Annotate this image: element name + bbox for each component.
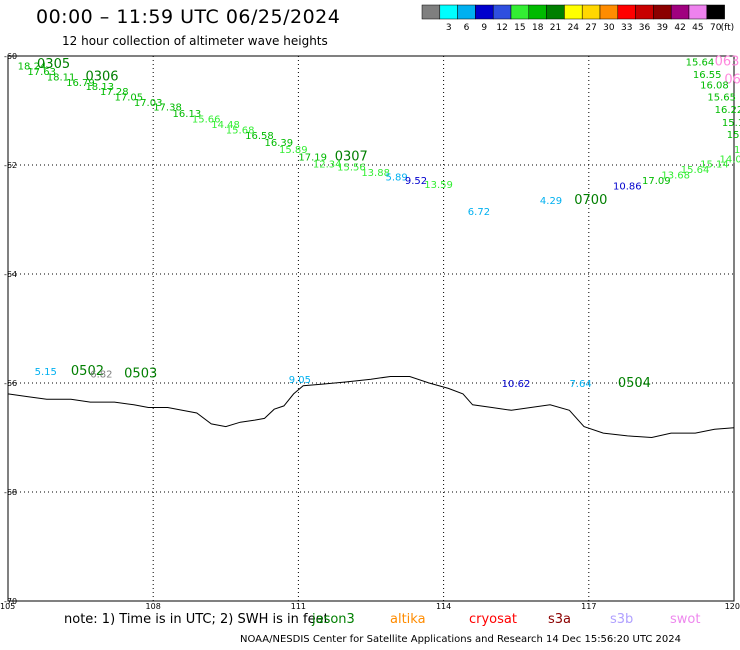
- latitude-label: -68: [4, 488, 17, 497]
- wave-height-label: 17.63: [27, 67, 56, 78]
- legend-tick-label: 36: [639, 23, 651, 33]
- legend-tick-label: 70: [710, 23, 722, 33]
- wave-height-label: 18.11: [47, 73, 76, 84]
- longitude-label: 108: [146, 602, 161, 610]
- legend-tick-label: 33: [621, 23, 632, 33]
- legend-tick-label: 39: [657, 23, 669, 33]
- wave-height-label: 14: [734, 145, 740, 156]
- wave-height-label: 15.12: [722, 118, 740, 129]
- wave-height-label: 18.13: [85, 82, 114, 93]
- wave-height-label: 15.56: [337, 162, 366, 173]
- longitude-label: 120: [725, 602, 740, 610]
- wave-height-label: 4.29: [540, 196, 562, 207]
- mission-label-s3a: s3a: [548, 612, 572, 627]
- pass-time-label: 0306: [85, 70, 118, 85]
- legend-tick-label: 30: [603, 23, 615, 33]
- wave-height-label: 14.48: [211, 120, 240, 131]
- legend-tick-label: 24: [568, 23, 580, 33]
- legend-tick-label: 18: [532, 23, 544, 33]
- wave-height-label: 7.64: [569, 379, 591, 390]
- map-border: [7, 55, 735, 602]
- latitude-label: -60: [4, 52, 17, 61]
- pass-time-label: 0502: [71, 364, 104, 379]
- wave-height-label: 5.89: [386, 172, 408, 183]
- legend-tick-label: 21: [550, 23, 561, 33]
- mission-label-altika: altika: [390, 612, 426, 627]
- legend-tick-label: 45: [692, 23, 703, 33]
- wave-height-label: 10.86: [613, 182, 642, 193]
- wave-height-label: 15.64: [681, 165, 710, 176]
- pass-time-label: 0700: [574, 193, 607, 208]
- wave-height-label: 15.66: [192, 114, 221, 125]
- wave-height-legend: 3 6 9 12 15 18 21 24 27 30 33 36 39 42 45 70 (ft): [421, 4, 735, 33]
- legend-tick-label: 9: [481, 23, 487, 33]
- wave-height-label: 12.34: [313, 160, 342, 171]
- longitude-label: 105: [0, 602, 15, 610]
- wave-height-label: 17.38: [153, 103, 182, 114]
- pass-time-label: 0503: [124, 367, 157, 382]
- wave-height-label: 16.22: [715, 105, 740, 116]
- map-subtitle: 12 hour collection of altimeter wave hei…: [62, 34, 328, 48]
- wave-height-label: 6.72: [468, 207, 490, 218]
- longitude-label: 117: [581, 602, 596, 610]
- wave-height-label: 17.09: [642, 176, 671, 187]
- wave-height-label: 10.62: [502, 379, 531, 390]
- wave-height-label: 13.88: [361, 168, 390, 179]
- map-title: 00:00 – 11:59 UTC 06/25/2024: [36, 6, 341, 28]
- wave-height-label: 13.59: [424, 180, 453, 191]
- wave-height-label: 15.14: [700, 160, 729, 171]
- legend-tick-label: 27: [585, 23, 596, 33]
- wave-height-label: 17.28: [100, 87, 129, 98]
- wave-height-label: 16.13: [173, 109, 202, 120]
- legend-tick-label: 6: [464, 23, 470, 33]
- footer-note: note: 1) Time is in UTC; 2) SWH is in fe…: [64, 612, 329, 627]
- legend-unit: (ft): [721, 23, 735, 33]
- latitude-label: -62: [4, 161, 17, 170]
- mission-label-s3b: s3b: [610, 612, 634, 627]
- wave-height-label: 17.05: [114, 93, 143, 104]
- wave-height-label: 18.24: [18, 62, 47, 73]
- legend-tick-label: 12: [496, 23, 507, 33]
- legend-swatch: [706, 4, 725, 20]
- wave-height-label: 16.58: [245, 131, 274, 142]
- wave-height-label: 13.68: [661, 171, 690, 182]
- longitude-label: 111: [291, 602, 306, 610]
- wave-height-label: 6.82: [90, 370, 112, 381]
- mission-label-jason3: jason3: [312, 612, 355, 627]
- wave-height-label: 16.79: [66, 78, 95, 89]
- wave-height-label: 15.68: [226, 125, 255, 136]
- wave-height-label: 14.08: [719, 154, 740, 165]
- wave-height-label: 15.5: [727, 130, 740, 141]
- longitude-label: 114: [436, 602, 451, 610]
- latitude-label: -64: [4, 270, 17, 279]
- credit-line: NOAA/NESDIS Center for Satellite Applica…: [240, 634, 682, 645]
- wave-height-label: 5.15: [35, 367, 57, 378]
- pass-time-label: 0638: [724, 72, 740, 87]
- latitude-label: -66: [4, 379, 17, 388]
- legend-tick-label: 42: [674, 23, 685, 33]
- coastline: [7, 376, 735, 439]
- wave-height-label: 17.19: [298, 153, 327, 164]
- legend-tick-label: 15: [514, 23, 525, 33]
- mission-label-swot: swot: [670, 612, 701, 627]
- wave-height-label: 15.65: [707, 93, 736, 104]
- latitude-label: -70: [4, 597, 17, 606]
- wave-height-label: 16.55: [693, 70, 722, 81]
- mission-label-cryosat: cryosat: [469, 612, 517, 627]
- wave-height-label: 9.05: [289, 375, 311, 386]
- pass-time-label: 0307: [335, 150, 368, 165]
- pass-time-label: 0305: [37, 57, 70, 72]
- wave-height-label: 16.39: [265, 138, 294, 149]
- wave-height-label: 15.64: [686, 57, 715, 68]
- pass-time-label: 0638: [715, 54, 740, 69]
- legend-tick-label: 3: [446, 23, 452, 33]
- wave-height-label: 17.03: [134, 98, 163, 109]
- wave-height-label: 9.52: [405, 176, 427, 187]
- wave-height-label: 15.89: [279, 145, 308, 156]
- pass-time-label: 0504: [618, 376, 651, 391]
- wave-height-label: 16.08: [700, 81, 729, 92]
